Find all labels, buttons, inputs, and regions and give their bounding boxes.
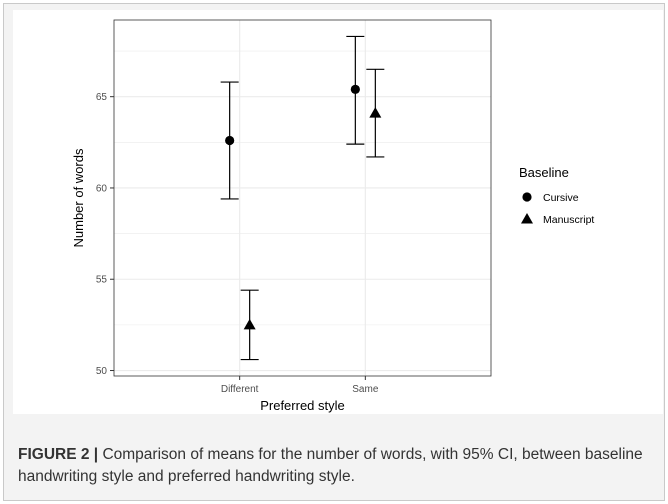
triangle-point [369, 107, 382, 118]
minor-grid [114, 50, 491, 326]
x-tick-label: Same [352, 384, 379, 395]
legend-label-cursive: Cursive [543, 192, 579, 204]
circle-point [350, 84, 360, 94]
chart-svg: 50 55 60 65 Different Same Preferred style N… [71, 19, 594, 413]
y-tick-label: 60 [96, 183, 108, 194]
panel-border [113, 19, 492, 377]
x-tick-label: Different [221, 384, 259, 395]
x-axis-title: Preferred style [260, 398, 345, 413]
y-tick-label: 50 [96, 366, 108, 377]
y-tick-label: 65 [96, 92, 108, 103]
figure-caption: FIGURE 2 | Comparison of means for the n… [18, 444, 658, 488]
y-tick-label: 55 [96, 275, 108, 286]
data-marks [220, 35, 385, 361]
caption-text: Comparison of means for the number of wo… [18, 446, 643, 485]
y-axis-ticks: 50 55 60 65 [96, 92, 114, 377]
triangle-point [243, 318, 256, 330]
legend-key-manuscript [521, 213, 533, 224]
legend-title: Baseline [519, 165, 569, 180]
legend-label-manuscript: Manuscript [543, 214, 594, 226]
series-cursive [220, 35, 365, 200]
series-manuscript [240, 68, 385, 361]
caption-separator: | [93, 446, 99, 463]
y-axis-title: Number of words [71, 148, 86, 247]
x-axis-ticks: Different Same [221, 376, 379, 395]
circle-point [225, 135, 235, 146]
major-grid [114, 20, 491, 376]
figure-container: 50 55 60 65 Different Same Preferred style N… [3, 3, 665, 501]
legend: Baseline Cursive Manuscript [519, 165, 594, 226]
figure-label: FIGURE 2 [18, 446, 90, 463]
legend-key-cursive [522, 192, 532, 202]
plot-area: 50 55 60 65 Different Same Preferred style N… [13, 10, 663, 414]
